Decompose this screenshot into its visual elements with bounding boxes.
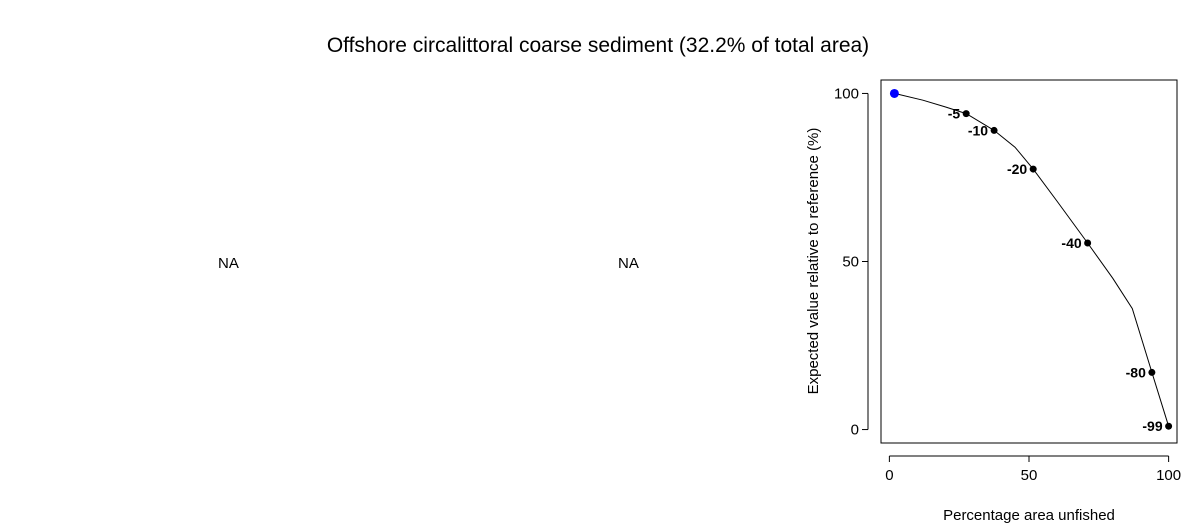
highlight-point xyxy=(889,88,899,98)
point-label-2: -10 xyxy=(968,122,988,138)
left-panel-na-label: NA xyxy=(218,255,239,272)
y-tick-label-50: 50 xyxy=(842,254,859,271)
middle-panel-na-label: NA xyxy=(618,255,639,272)
y-axis-title: Expected value relative to reference (%) xyxy=(805,128,822,395)
x-tick-label-50: 50 xyxy=(1021,467,1038,484)
x-tick-label-0: 0 xyxy=(885,467,893,484)
data-points: -5 -10 -20 -40 -80 -99 xyxy=(889,88,1173,434)
data-point-1 xyxy=(962,110,970,118)
data-point-6 xyxy=(1165,422,1173,430)
data-point-4 xyxy=(1084,239,1092,247)
plot-frame xyxy=(880,79,1178,444)
axes: 0 50 100 0 50 100 xyxy=(834,85,1181,484)
point-label-4: -40 xyxy=(1061,235,1081,251)
data-point-3 xyxy=(1029,165,1037,173)
point-label-6: -99 xyxy=(1142,418,1162,434)
chart-title: Offshore circalittoral coarse sediment (… xyxy=(326,34,870,57)
data-point-5 xyxy=(1148,368,1156,376)
x-tick-label-100: 100 xyxy=(1156,467,1181,484)
point-label-5: -80 xyxy=(1126,364,1146,380)
y-tick-label-100: 100 xyxy=(834,85,859,102)
y-tick-label-0: 0 xyxy=(851,422,859,439)
x-axis-title: Percentage area unfished xyxy=(943,507,1115,524)
point-label-3: -20 xyxy=(1007,161,1027,177)
point-label-1: -5 xyxy=(948,106,961,122)
data-point-2 xyxy=(990,126,998,134)
